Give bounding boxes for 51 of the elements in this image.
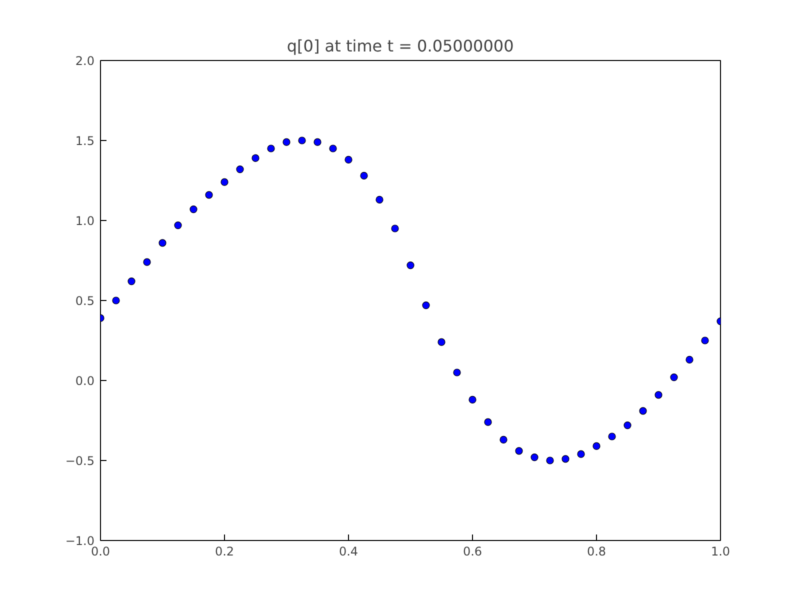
point xyxy=(577,450,585,458)
point xyxy=(515,447,523,455)
y-tick-label: 1.5 xyxy=(75,134,95,148)
x-tick-label: 0.6 xyxy=(462,544,482,558)
point xyxy=(484,418,492,426)
point xyxy=(128,278,136,286)
y-tick-label: 0.0 xyxy=(75,374,95,388)
x-tick-label: 0.8 xyxy=(586,544,606,558)
y-tick-label: −0.5 xyxy=(65,454,94,468)
point xyxy=(422,302,430,310)
y-tick-label: 2.0 xyxy=(75,54,95,68)
point xyxy=(562,455,570,463)
point xyxy=(608,432,616,440)
point xyxy=(639,407,647,415)
x-tick-label: 1.0 xyxy=(710,544,730,558)
point xyxy=(360,172,368,180)
point xyxy=(344,156,352,164)
point xyxy=(143,258,151,266)
y-tick-label: 1.0 xyxy=(75,214,95,228)
y-tick-label: 0.5 xyxy=(75,294,95,308)
point xyxy=(329,144,337,152)
point xyxy=(701,336,709,344)
point xyxy=(530,454,538,462)
point xyxy=(174,222,182,230)
point xyxy=(686,356,694,364)
point xyxy=(158,239,166,247)
point xyxy=(298,136,306,144)
point xyxy=(236,166,244,174)
point xyxy=(112,296,120,304)
x-tick-label: 0.2 xyxy=(214,544,234,558)
x-tick-label: 0.4 xyxy=(338,544,358,558)
point xyxy=(468,396,476,404)
point xyxy=(624,422,632,430)
point xyxy=(205,191,213,199)
point xyxy=(252,154,260,162)
point xyxy=(438,338,446,346)
point xyxy=(282,138,290,146)
point xyxy=(190,206,198,214)
point xyxy=(267,144,275,152)
chart-title: q[0] at time t = 0.05000000 xyxy=(286,36,514,56)
point xyxy=(220,178,228,186)
point xyxy=(670,374,678,382)
point xyxy=(654,391,662,399)
point xyxy=(376,196,384,204)
point xyxy=(406,262,414,270)
point xyxy=(453,368,461,376)
point xyxy=(314,138,322,146)
point xyxy=(500,436,508,444)
point xyxy=(391,224,399,232)
point xyxy=(592,442,600,450)
point xyxy=(546,456,554,464)
